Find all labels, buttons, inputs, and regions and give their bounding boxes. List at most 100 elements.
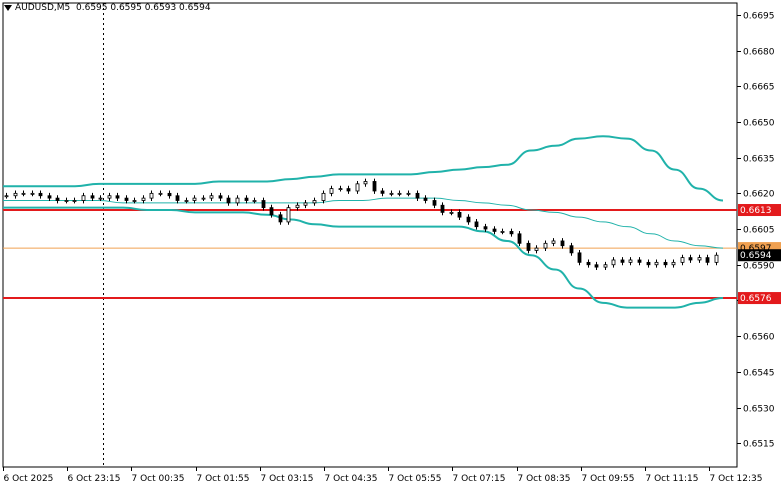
candle-body — [48, 196, 51, 198]
x-tick-label: 6 Oct 2025 — [4, 474, 54, 484]
candle-body — [22, 193, 25, 194]
dropdown-triangle-icon[interactable] — [4, 5, 12, 11]
candle-body — [219, 196, 222, 198]
candle-body — [510, 231, 513, 233]
candle-body — [373, 181, 376, 191]
candle-body — [493, 229, 496, 231]
ohlc-label: 0.6595 0.6595 0.6593 0.6594 — [76, 3, 211, 13]
candle-body — [484, 227, 487, 229]
candle-body — [424, 198, 427, 200]
symbol-label: AUDUSD,M5 — [15, 3, 70, 13]
candle-body — [612, 260, 615, 265]
y-tick-label: 0.6695 — [743, 12, 775, 22]
candle-body — [356, 184, 359, 191]
candle-body — [416, 193, 419, 198]
candle-body — [578, 253, 581, 263]
candle-body — [441, 205, 444, 212]
current-price-tag: 0.6594 — [740, 251, 772, 261]
candle-body — [304, 203, 307, 205]
horizontal-lines-layer — [3, 210, 737, 298]
plot-frame — [3, 3, 737, 467]
x-tick-label: 7 Oct 01:55 — [197, 474, 250, 484]
y-tick-label: 0.6545 — [743, 369, 775, 379]
candle-body — [82, 196, 85, 201]
candle-body — [390, 193, 393, 194]
candles-layer — [5, 179, 718, 270]
candle-body — [116, 196, 119, 198]
candle-body — [313, 200, 316, 202]
candle-body — [193, 198, 196, 200]
x-tick-label: 7 Oct 09:55 — [582, 474, 635, 484]
candle-body — [647, 262, 650, 264]
y-tick-label: 0.6590 — [743, 262, 775, 272]
candle-body — [150, 193, 153, 198]
x-tick-label: 7 Oct 12:35 — [710, 474, 763, 484]
candle-body — [227, 198, 230, 203]
candle-body — [629, 260, 632, 262]
candle-body — [364, 181, 367, 183]
y-tick-label: 0.6665 — [743, 83, 775, 93]
candle-body — [202, 198, 205, 199]
candle-body — [689, 258, 692, 260]
x-tick-label: 7 Oct 08:35 — [518, 474, 571, 484]
candle-body — [544, 243, 547, 248]
candle-body — [501, 231, 504, 232]
y-tick-label: 0.6650 — [743, 119, 775, 129]
candle-body — [552, 241, 555, 243]
y-tick-label: 0.6530 — [743, 405, 775, 415]
candle-body — [253, 200, 256, 201]
y-tick-label: 0.6605 — [743, 226, 775, 236]
candle-body — [595, 265, 598, 267]
candle-body — [398, 193, 401, 194]
candle-body — [664, 262, 667, 264]
candle-body — [450, 212, 453, 213]
candle-body — [467, 217, 470, 222]
y-tick-label: 0.6680 — [743, 48, 775, 58]
x-tick-label: 7 Oct 04:35 — [325, 474, 378, 484]
level-price-tag: 0.6613 — [740, 206, 772, 216]
candle-body — [706, 258, 709, 263]
candle-body — [330, 189, 333, 194]
candle-body — [570, 246, 573, 253]
candle-body — [535, 248, 538, 250]
candle-body — [518, 234, 521, 244]
candle-body — [604, 265, 607, 267]
x-tick-label: 7 Oct 11:15 — [646, 474, 699, 484]
candle-body — [133, 200, 136, 201]
chart-header: AUDUSD,M5 0.6595 0.6595 0.6593 0.6594 — [4, 3, 211, 13]
candle-body — [168, 193, 171, 195]
candle-body — [31, 193, 34, 194]
candle-body — [185, 200, 188, 201]
grid-layer — [3, 3, 737, 467]
y-tick-label: 0.6515 — [743, 440, 775, 450]
candle-body — [159, 193, 162, 194]
candle-body — [715, 255, 718, 262]
candle-body — [561, 241, 564, 246]
candle-body — [587, 262, 590, 264]
bollinger-upper-line — [3, 136, 723, 200]
candle-body — [458, 212, 461, 217]
candle-body — [655, 262, 658, 264]
level-price-tag: 0.6576 — [740, 294, 772, 304]
candle-body — [245, 198, 248, 200]
bollinger-lower-line — [3, 208, 723, 308]
candle-body — [262, 200, 265, 207]
x-tick-label: 7 Oct 00:35 — [132, 474, 185, 484]
candle-body — [339, 189, 342, 190]
candle-body — [433, 200, 436, 205]
candle-body — [99, 198, 102, 199]
candle-body — [91, 196, 94, 198]
candle-body — [638, 260, 641, 262]
candle-body — [621, 260, 624, 262]
candle-body — [108, 196, 111, 198]
candle-body — [125, 198, 128, 200]
candle-body — [65, 200, 68, 201]
candle-body — [14, 193, 17, 195]
candle-body — [672, 262, 675, 264]
candle-body — [287, 208, 290, 222]
x-tick-label: 7 Oct 05:55 — [389, 474, 442, 484]
bollinger-middle-line — [3, 198, 723, 248]
candle-body — [296, 205, 299, 207]
